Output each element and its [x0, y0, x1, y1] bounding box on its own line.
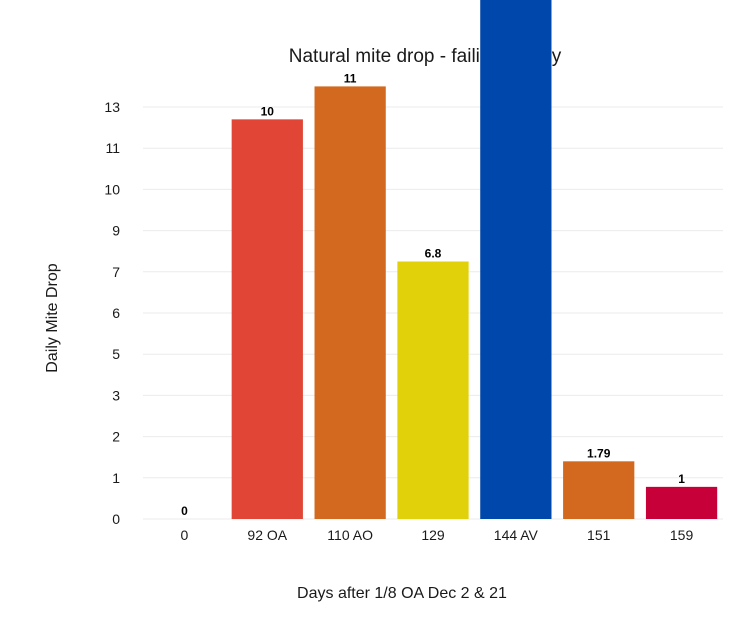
x-tick-label: 92 OA: [247, 527, 287, 543]
bars: [231, 0, 718, 520]
y-tick-label: 0: [112, 511, 120, 527]
bar-data-label: 0: [181, 504, 188, 518]
y-tick-label: 2: [112, 429, 120, 445]
y-tick-label: 9: [112, 223, 120, 239]
bar-data-label: 1.79: [587, 446, 611, 460]
x-tick-label: 144 AV: [494, 527, 539, 543]
bar-data-label: 10: [261, 104, 275, 118]
bar-data-label: 1: [678, 472, 685, 486]
bar: [480, 0, 552, 519]
y-axis-label: Daily Mite Drop: [44, 263, 61, 372]
bar: [563, 461, 635, 519]
x-axis-label: Days after 1/8 OA Dec 2 & 21: [297, 585, 507, 602]
bar: [397, 261, 469, 519]
x-tick-label: 0: [181, 527, 189, 543]
y-tick-label: 10: [104, 181, 120, 197]
x-tick-label: 110 AO: [327, 527, 373, 543]
x-axis-ticks: 0 92 OA 110 AO 129 144 AV 151 159: [181, 527, 694, 543]
y-tick-label: 11: [105, 140, 120, 156]
y-tick-label: 7: [112, 264, 120, 280]
bar-data-label: 6.8: [425, 247, 442, 261]
x-tick-label: 159: [670, 527, 694, 543]
y-tick-label: 13: [104, 99, 120, 115]
x-tick-label: 151: [587, 527, 611, 543]
bar: [314, 86, 386, 520]
y-tick-label: 3: [112, 387, 120, 403]
y-tick-label: 5: [112, 346, 120, 362]
y-tick-label: 6: [112, 305, 120, 321]
bar: [645, 486, 718, 519]
bar-data-label: 11: [344, 71, 357, 85]
x-tick-label: 129: [421, 527, 445, 543]
y-axis-ticks: 0 1 2 3 5 6 7 9 10 11 13: [104, 99, 120, 527]
y-tick-label: 1: [112, 470, 120, 486]
bar: [231, 119, 303, 520]
